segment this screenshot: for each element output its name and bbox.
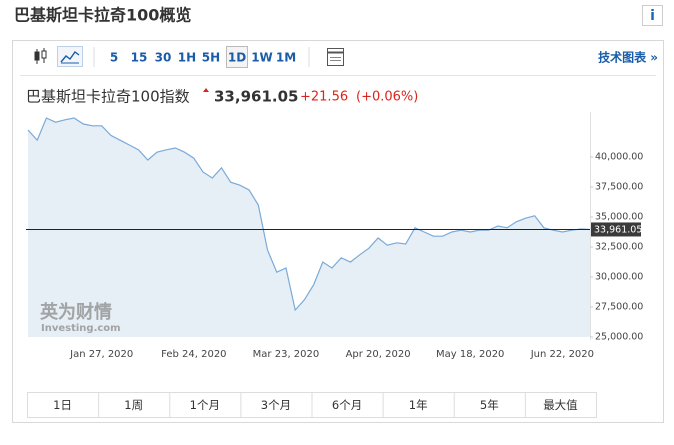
y-tick-label: 37,500.00 <box>595 182 643 193</box>
y-tick-label: 25,000.00 <box>595 332 643 343</box>
table-icon[interactable] <box>327 48 344 66</box>
y-tick-label: 27,500.00 <box>595 302 643 313</box>
up-arrow <box>203 88 209 92</box>
info-icon[interactable]: i <box>650 8 655 24</box>
last-price-badge <box>591 222 641 237</box>
change-percent: (+0.06%) <box>356 90 418 105</box>
interval-button[interactable]: 30 <box>155 51 172 65</box>
interval-button[interactable]: 5 <box>110 51 118 65</box>
x-tick-label: Jun 22, 2020 <box>530 349 594 360</box>
plot: 25,000.00 27,500.00 30,000.00 32,500.00 35,0… <box>26 112 643 360</box>
range-button[interactable]: 6个月 <box>332 398 362 412</box>
interval-button[interactable]: 1D <box>228 51 246 65</box>
price: 33,961.05 <box>214 88 298 106</box>
info-button[interactable] <box>642 5 663 26</box>
range-bar: 1日 1周 1个月 3个月 6个月 1年 5年 最大值 <box>27 392 597 418</box>
x-tick-label: Apr 20, 2020 <box>346 349 411 360</box>
x-tick-label: Jan 27, 2020 <box>69 349 133 360</box>
change: +21.56 <box>300 90 348 105</box>
range-button[interactable]: 5年 <box>480 398 499 412</box>
interval-button[interactable]: 1W <box>251 51 273 65</box>
range-button[interactable]: 1年 <box>409 398 428 412</box>
interval-button[interactable]: 1H <box>178 51 196 65</box>
y-tick-label: 40,000.00 <box>595 152 643 163</box>
x-tick-label: Feb 24, 2020 <box>161 349 226 360</box>
x-tick-label: May 18, 2020 <box>436 349 504 360</box>
x-tick-label: Mar 23, 2020 <box>253 349 320 360</box>
index-name: 巴基斯坦卡拉奇100指数 <box>26 88 190 106</box>
range-button[interactable]: 1周 <box>124 398 143 412</box>
range-button[interactable]: 1个月 <box>190 398 220 412</box>
selected-interval <box>226 46 248 68</box>
interval-button[interactable]: 1M <box>276 51 296 65</box>
watermark-brand: 英为财情 <box>39 301 112 323</box>
page-title: 巴基斯坦卡拉奇100概览 <box>14 6 191 25</box>
candle-icon[interactable] <box>34 48 47 64</box>
interval-button[interactable]: 15 <box>131 51 148 65</box>
price-line <box>27 117 591 312</box>
area-fill <box>28 118 590 337</box>
range-button[interactable]: 最大值 <box>543 398 578 412</box>
y-tick-label: 35,000.00 <box>595 212 643 223</box>
watermark-site: Investing.com <box>41 323 121 334</box>
y-tick-label: 32,500.00 <box>595 242 643 253</box>
y-tick-label: 30,000.00 <box>595 272 643 283</box>
interval-button[interactable]: 5H <box>202 51 220 65</box>
range-button[interactable]: 1日 <box>53 398 72 412</box>
area-icon[interactable] <box>57 46 83 67</box>
technical-chart-link[interactable]: 技术图表 » <box>598 50 658 65</box>
last-price-label: 33,961.05 <box>594 224 642 235</box>
range-button[interactable]: 3个月 <box>261 398 291 412</box>
